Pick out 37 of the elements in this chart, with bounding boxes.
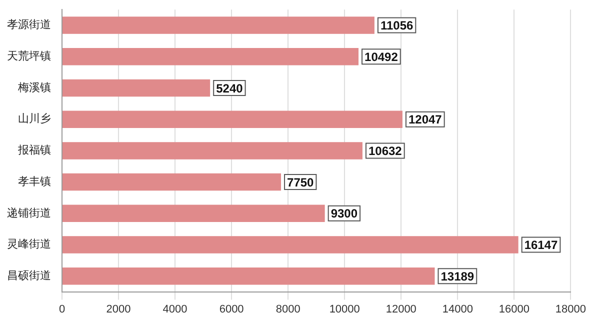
x-tick-label: 16000 (498, 303, 530, 316)
bar (62, 110, 402, 128)
data-label: 11056 (380, 18, 414, 33)
data-label: 12047 (408, 112, 442, 127)
x-tick-label: 0 (58, 303, 66, 316)
data-label: 13189 (440, 269, 474, 284)
y-tick-label: 递铺街道 (7, 206, 51, 220)
y-tick-label: 天荒坪镇 (7, 49, 51, 62)
bar (62, 204, 325, 222)
y-tick-label: 昌硕街道 (7, 268, 51, 282)
bar (62, 173, 282, 191)
x-tick-label: 10000 (329, 303, 360, 316)
x-tick-label: 6000 (219, 303, 244, 316)
bar (62, 236, 518, 254)
data-label: 10632 (368, 144, 402, 158)
bar (62, 142, 362, 160)
x-tick-label: 14000 (442, 303, 473, 316)
y-tick-label: 梅溪镇 (17, 80, 51, 94)
bar (62, 79, 210, 97)
bar (62, 16, 374, 34)
bar (62, 268, 435, 285)
data-label: 5240 (216, 81, 244, 96)
x-tick-label: 12000 (386, 303, 416, 316)
x-tick-label: 18000 (555, 303, 586, 316)
data-label: 7750 (287, 175, 314, 190)
data-label: 9300 (330, 206, 358, 221)
x-tick-label: 8000 (276, 303, 300, 316)
x-tick-label: 2000 (106, 303, 131, 316)
y-tick-label: 孝丰镇 (18, 174, 51, 188)
x-tick-label: 4000 (162, 303, 188, 316)
data-label: 10492 (364, 50, 398, 64)
y-tick-label: 灵峰街道 (7, 238, 51, 251)
y-tick-label: 报福镇 (17, 144, 51, 157)
bar (62, 48, 359, 66)
data-label: 16147 (524, 238, 558, 252)
y-tick-label: 孝源街道 (7, 18, 51, 32)
y-tick-label: 山川乡 (18, 112, 51, 126)
